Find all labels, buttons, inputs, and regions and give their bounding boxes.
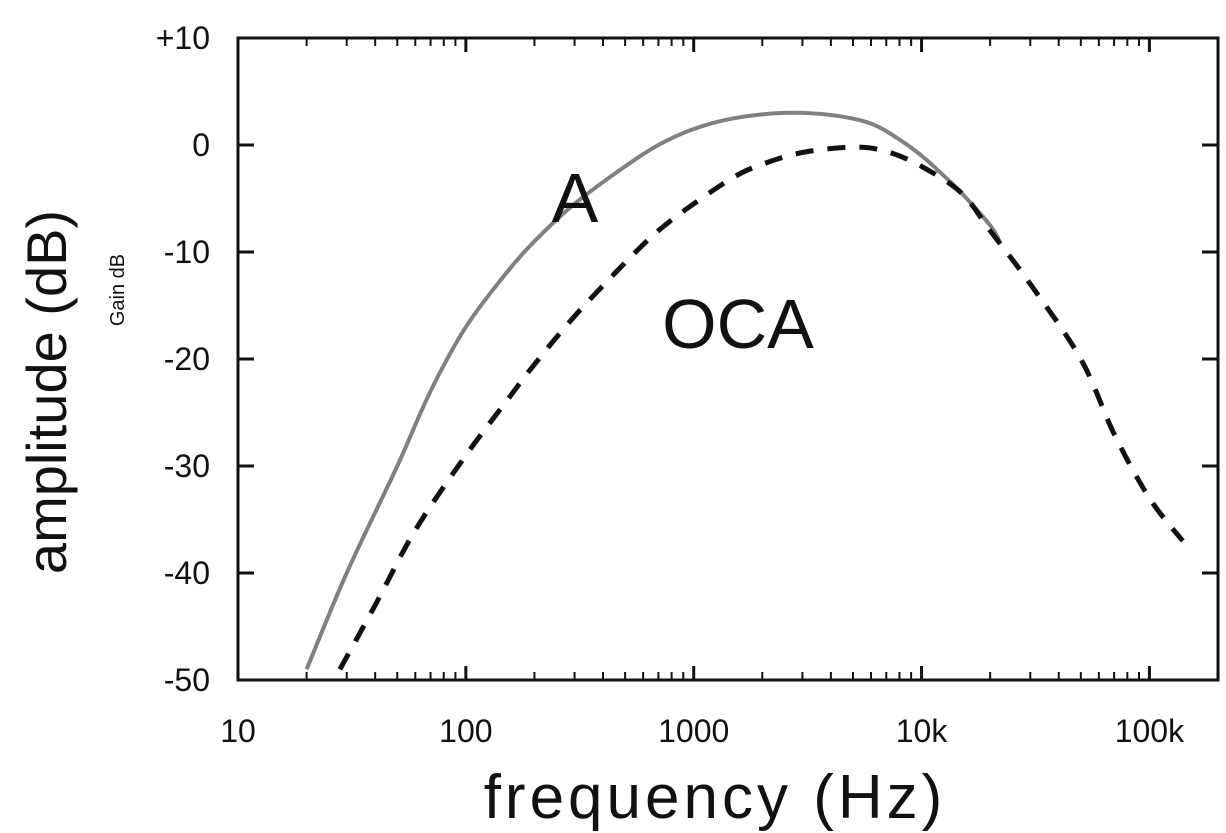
y-tick-label: +10 [156, 20, 210, 56]
curve-label-a: A [552, 159, 599, 237]
curve-label-oca: OCA [662, 285, 814, 363]
y-tick-label: -10 [164, 234, 210, 270]
plot-area [236, 36, 1220, 682]
x-tick-label: 10 [220, 713, 256, 749]
x-tick-label: 100 [439, 713, 492, 749]
x-tick-label: 100k [1115, 713, 1185, 749]
y-tick-label: -30 [164, 448, 210, 484]
series-line-a [304, 110, 1002, 671]
x-tick-label: 1000 [658, 713, 729, 749]
y-axis-secondary-title: Gain dB [107, 254, 129, 326]
y-axis-ticks: +10 0 -10 -20 -30 -40 -50 [156, 20, 1218, 698]
x-axis-ticks: 10 100 1000 10k 100k [220, 38, 1219, 749]
plot-frame [236, 36, 1220, 682]
series-group [304, 110, 1185, 671]
y-tick-label: -40 [164, 555, 210, 591]
y-tick-label: 0 [192, 127, 210, 163]
series-line-oca [337, 144, 1185, 671]
curve-labels: A OCA [552, 159, 815, 363]
x-tick-label: 10k [896, 713, 949, 749]
y-tick-label: -50 [164, 662, 210, 698]
x-axis-title: frequency (Hz) [484, 763, 947, 832]
y-axis-title: amplitude (dB) [15, 210, 78, 574]
y-tick-label: -20 [164, 341, 210, 377]
